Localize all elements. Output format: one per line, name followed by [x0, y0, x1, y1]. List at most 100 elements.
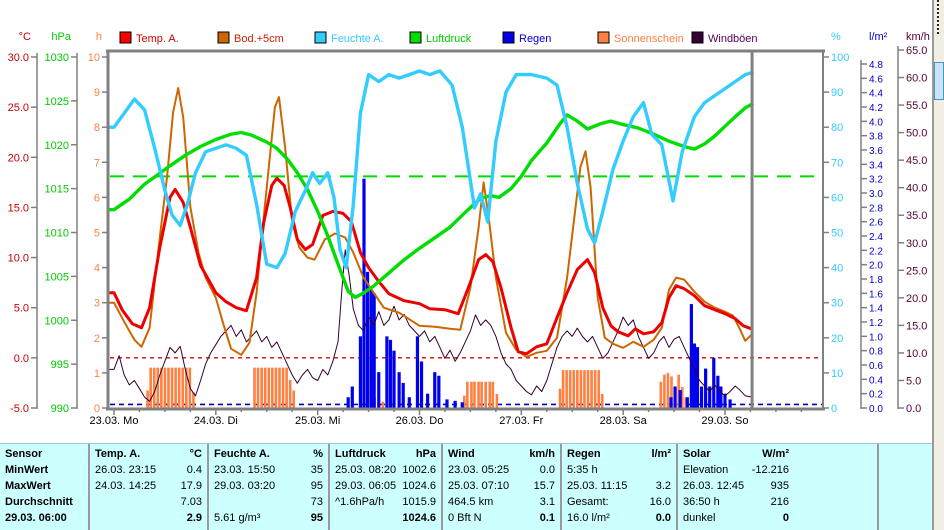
stat-row: 2.9: [95, 510, 202, 526]
stat-value: 16.0: [649, 496, 671, 508]
sonnenschein-bar: [181, 367, 185, 408]
luftdruck-line: [108, 102, 754, 300]
stat-row: 24.03. 14:25 17.9: [95, 478, 202, 494]
axis-tick-label: 4: [94, 263, 100, 275]
legend-item-regen[interactable]: Regen: [502, 31, 551, 45]
regen-bar: [453, 400, 457, 408]
regen-bar: [704, 368, 708, 408]
axis-tick-label: 0.0: [906, 403, 921, 415]
regen-bar: [419, 361, 424, 408]
sensor-unit: W/m²: [762, 448, 789, 460]
axis-tick-label: 1.8: [869, 275, 883, 286]
legend-item-sonnenschein[interactable]: Sonnenschein: [597, 31, 684, 45]
axis-tick-label: 4.8: [869, 60, 883, 71]
stat-value: 0.4: [186, 464, 202, 476]
sensor-unit: °C: [189, 448, 202, 460]
axis-tick-label: 990: [51, 403, 69, 415]
legend-label: Windböen: [708, 33, 758, 45]
axis-tick-label: 9: [94, 87, 100, 99]
axis-unit-label: km/h: [906, 31, 930, 43]
axis-tick-label: 3.6: [869, 146, 883, 157]
x-axis: 23.03. Mo 24.03. Di 25.03. Mi 26.03. Do 27.0…: [90, 409, 803, 427]
sonnenschein-bar: [495, 393, 499, 408]
x-day-label: 24.03. Di: [194, 415, 238, 427]
table-panel-empty: [877, 444, 933, 530]
panel-header: Wind km/h: [448, 446, 555, 462]
axis-tick-label: 70: [831, 157, 843, 169]
sonnenschein-bar: [167, 367, 170, 408]
stat-value: 3.1: [539, 496, 555, 508]
regen-bar: [397, 372, 401, 408]
sonnenschein-bar: [149, 367, 152, 408]
stat-time: Elevation: [683, 464, 729, 476]
axis-tick-label: 1010: [45, 228, 69, 240]
panel-header: Luftdruck hPa: [335, 446, 436, 462]
regen-bar: [385, 336, 389, 408]
stat-row: ^1.6hPa/h 1015.9: [335, 494, 436, 510]
axis-tick-label: 40.0: [906, 183, 927, 195]
legend-label: Sonnenschein: [614, 33, 684, 45]
stat-time: 25.03. 08:20: [335, 464, 397, 476]
stat-time: 0 Bft N: [448, 512, 482, 524]
regen-bar: [369, 289, 373, 408]
axis-tick-label: 3.0: [869, 189, 883, 200]
stat-row: 25.03. 11:15 3.2: [567, 478, 671, 494]
sonnenschein-bar: [271, 367, 274, 408]
axis-tick-label: 4.6: [869, 74, 883, 85]
stat-time: 26.03. 23:15: [95, 464, 157, 476]
stat-value: 95: [310, 512, 323, 524]
regen-bar: [708, 386, 712, 408]
temp. a.-line: [108, 176, 754, 356]
axis-tick-label: 2.0: [869, 261, 883, 272]
axis-tick-label: 1.4: [869, 304, 883, 315]
sonnenschein-bar: [491, 381, 495, 408]
regen-bar: [716, 375, 720, 408]
stat-value: 17.9: [180, 480, 202, 492]
axis-tick-label: 0: [831, 403, 837, 415]
legend-item-feuchte-a-[interactable]: Feuchte A.: [314, 31, 384, 45]
legend-item-windb-en[interactable]: Windböen: [691, 31, 758, 45]
sonnenschein-bar: [288, 379, 292, 408]
axis-tick-label: 4.4: [869, 89, 883, 100]
axis-tick-label: 90: [831, 87, 843, 99]
regen-bar: [358, 336, 363, 408]
axis-tick-label: 3: [94, 298, 100, 310]
legend-item-luftdruck[interactable]: Luftdruck: [409, 31, 472, 45]
sonnenschein-bar: [462, 395, 466, 408]
feuchte a.-line: [108, 69, 754, 270]
sensor-name: Feuchte A.: [214, 448, 270, 460]
axis-tick-label: 1000: [45, 315, 69, 327]
x-day-label: 26.03. Do: [396, 415, 444, 427]
sonnenschein-bar: [170, 367, 174, 408]
sonnenschein-bar: [576, 370, 579, 408]
axis-tick-label: 1030: [45, 52, 69, 64]
stat-row: 23.03. 05:25 0.0: [448, 462, 555, 478]
regen-bar: [689, 304, 693, 408]
axis-tick-label: 40: [831, 263, 843, 275]
axis-kmh: 65.0 60.0 55.0 50.0 45.0 40.0 35.0 30.0 25.0 20.0…: [897, 31, 930, 415]
scrollbar-track[interactable]: [934, 0, 944, 530]
axis-tick-label: 5.0: [906, 375, 921, 387]
stat-row: 36:50 h 216: [683, 494, 789, 510]
legend-item-bod-5cm[interactable]: Bod.+5cm: [217, 31, 284, 45]
bod.+5cm-line: [108, 87, 754, 358]
stat-time: 5:35 h: [567, 464, 598, 476]
regen-bar: [407, 397, 411, 408]
legend-item-temp-a-[interactable]: Temp. A.: [119, 31, 179, 45]
panel-header: Solar W/m²: [683, 446, 789, 462]
row-label-text: MinWert: [5, 464, 49, 476]
sonnenschein-bar: [568, 370, 572, 408]
stat-time: 26.03. 12:45: [683, 480, 745, 492]
sonnenschein-bar: [659, 381, 663, 408]
axis-tick-label: 7: [94, 157, 100, 169]
stat-row: 5:35 h: [567, 462, 671, 478]
stat-time: ^1.6hPa/h: [335, 496, 385, 508]
scrollbar-thumb[interactable]: [934, 62, 944, 100]
panel-divider: [932, 0, 934, 530]
sonnenschein-bar: [253, 367, 256, 408]
legend-label: Regen: [519, 33, 551, 45]
row-label: Sensor: [5, 446, 83, 462]
stat-value: 95: [310, 480, 323, 492]
panel-header: Temp. A. °C: [95, 446, 202, 462]
